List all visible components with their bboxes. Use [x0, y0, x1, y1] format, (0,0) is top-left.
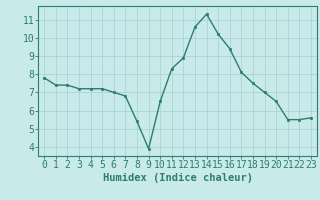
X-axis label: Humidex (Indice chaleur): Humidex (Indice chaleur): [103, 173, 252, 183]
